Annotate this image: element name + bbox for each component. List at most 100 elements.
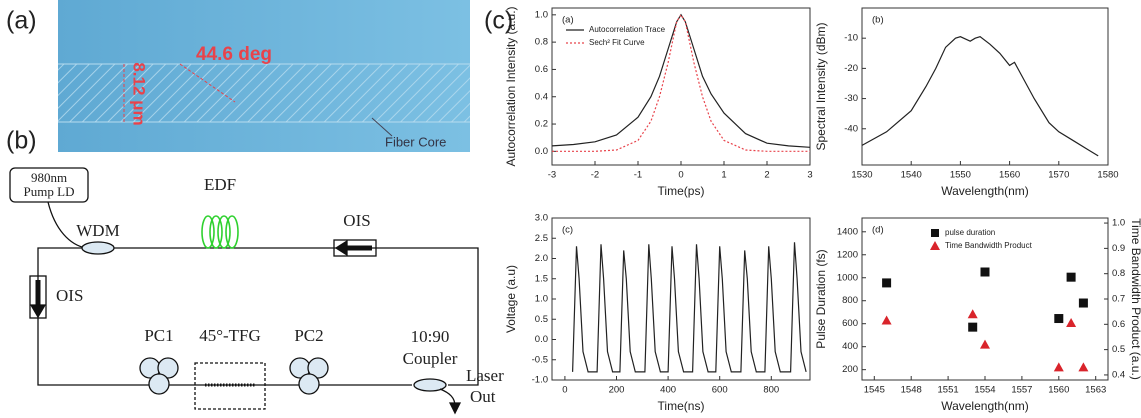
core-label: Fiber Core (385, 134, 446, 149)
isolator (333, 239, 377, 257)
charts: -3 -2 -1 0 1 2 30.00.20.40.60.81.0Time(ps)Auto… (504, 6, 1141, 413)
y-axis-label: Autocorrelation Intensity (a.u.) (504, 6, 518, 166)
x-tick-label: 1 (721, 170, 726, 181)
y-tick-label: 200 (842, 364, 858, 375)
tfg-label: 45°-TFG (199, 326, 261, 345)
y2-tick-label: 0.6 (1112, 319, 1125, 330)
y-tick-label: -10 (844, 33, 858, 44)
legend-label: Autocorrelation Trace (589, 25, 666, 34)
x-tick-label: 1557 (1011, 385, 1032, 396)
laser-diagram (9, 167, 479, 415)
pc1-label: PC1 (144, 326, 173, 345)
legend-label: Time Bandwidth Product (945, 241, 1033, 250)
x-tick-label: 200 (609, 385, 625, 396)
x-tick-label: 1548 (901, 385, 922, 396)
panel-label: (c) (562, 225, 573, 236)
x-tick-label: 800 (763, 385, 779, 396)
pump-label: 980nm (31, 170, 67, 185)
y-axis-label: Voltage (a.u) (504, 265, 518, 333)
y-tick-label: 1.0 (535, 294, 548, 305)
legend-swatch (930, 241, 940, 250)
y-tick-label: 400 (842, 341, 858, 352)
x-tick-label: 0 (562, 385, 567, 396)
x-tick-label: -2 (591, 170, 599, 181)
x-tick-label: 1560 (1048, 385, 1069, 396)
y-axis-label: Spectral Intensity (dBm) (814, 22, 828, 150)
x-tick-label: 1530 (851, 170, 872, 181)
y-tick-label: 0.4 (535, 91, 548, 102)
y2-tick-label: 1.0 (1112, 218, 1125, 229)
x-tick-label: 1545 (864, 385, 885, 396)
isolator-arrow (334, 239, 348, 257)
y-tick-label: 0.0 (535, 334, 548, 345)
coupler-label: Coupler (403, 349, 458, 368)
panel-label: (a) (562, 15, 574, 26)
y-tick-label: -1.0 (532, 375, 548, 386)
x-tick-label: 1570 (1048, 170, 1069, 181)
marker (1066, 318, 1077, 328)
x-tick-label: -3 (548, 170, 556, 181)
marker (967, 309, 978, 319)
x-tick-label: -1 (634, 170, 642, 181)
pc2 (289, 357, 329, 395)
data-line (552, 13, 810, 152)
panel-label: (b) (6, 127, 37, 155)
y-axis-label: Pulse Duration (fs) (814, 249, 828, 348)
y-tick-label: 1.5 (535, 273, 548, 284)
legend-label: Sech² Fit Curve (589, 38, 645, 47)
x-tick-label: 400 (660, 385, 676, 396)
y2-tick-label: 0.8 (1112, 268, 1125, 279)
marker (980, 339, 990, 349)
edf-coil (201, 215, 239, 249)
x-tick-label: 2 (764, 170, 769, 181)
wdm-label: WDM (76, 221, 119, 240)
y-tick-label: 0.5 (535, 314, 548, 325)
output-arrow (448, 402, 462, 415)
x-tick-label: 1563 (1085, 385, 1106, 396)
y-tick-label: 0.0 (535, 146, 548, 157)
marker (882, 278, 892, 288)
pump-box (9, 167, 89, 203)
x-tick-label: 1560 (999, 170, 1020, 181)
y2-tick-label: 0.5 (1112, 344, 1125, 355)
marker (881, 315, 892, 325)
x-tick-label: 600 (712, 385, 728, 396)
x-tick-label: 1550 (950, 170, 971, 181)
x-tick-label: 1540 (901, 170, 922, 181)
x-tick-label: 3 (807, 170, 812, 181)
panel-label: (a) (6, 7, 37, 35)
y-tick-label: 1400 (837, 226, 858, 237)
plot-frame (861, 7, 1109, 166)
pc1 (139, 357, 179, 395)
x-axis-label: Time(ps) (658, 184, 705, 198)
x-tick-label: 0 (678, 170, 683, 181)
y-tick-label: 2.5 (535, 233, 548, 244)
x-tick-label: 1580 (1097, 170, 1118, 181)
pump-label: Pump LD (24, 184, 75, 199)
y-tick-label: -40 (844, 123, 858, 134)
angle-marker (179, 63, 236, 103)
y-tick-label: 2.0 (535, 253, 548, 264)
marker (1054, 314, 1064, 324)
legend-label: pulse duration (945, 228, 995, 237)
x-axis-label: Time(ns) (658, 399, 705, 413)
data-line (551, 13, 811, 148)
y2-tick-label: 0.4 (1112, 369, 1125, 380)
data-line (572, 242, 807, 373)
fiber-core-grating (58, 64, 470, 122)
y2-tick-label: 0.9 (1112, 243, 1125, 254)
x-axis-label: Wavelength(nm) (941, 399, 1029, 413)
isolator-arrow (29, 304, 47, 319)
marker (1066, 272, 1076, 282)
marker (1078, 298, 1088, 308)
y-tick-label: 800 (842, 295, 858, 306)
y2-axis-label: Time Bandwidth Product (a.u.) (1129, 218, 1141, 380)
plot-frame (551, 217, 811, 381)
y-tick-label: -30 (844, 93, 858, 104)
y-tick-label: 1.0 (535, 9, 548, 20)
leader-line (371, 117, 393, 137)
angle-label: 44.6 deg (196, 44, 272, 65)
marker (980, 267, 990, 277)
